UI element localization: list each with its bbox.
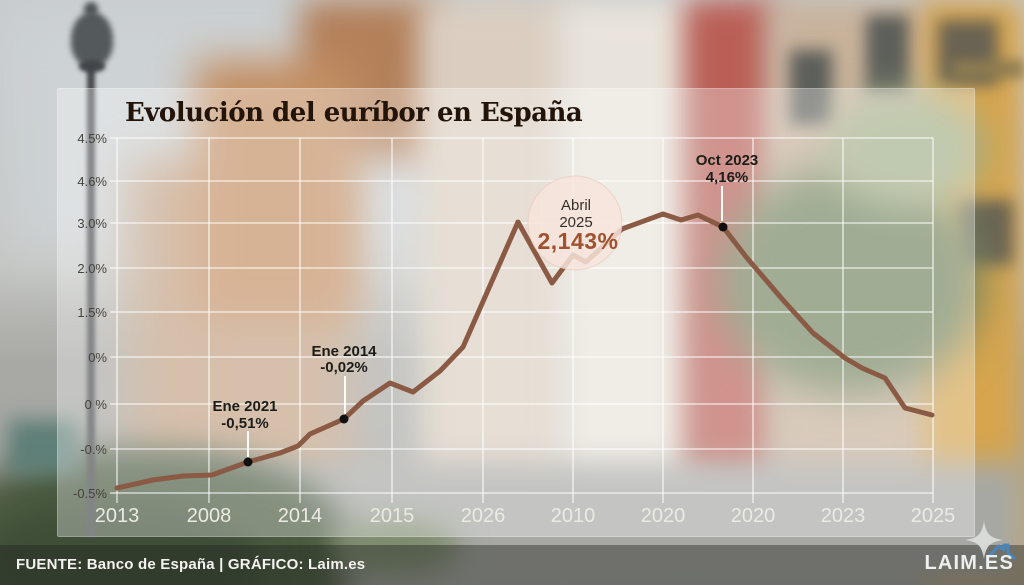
grid-layer — [110, 137, 934, 503]
annotation-value-label: 4,16% — [706, 169, 749, 186]
y-axis-tick-label: 4.5% — [77, 131, 107, 146]
annotation-layer: Ene 2021-0,51% Ene 2014-0,02% Oct 20234,16… — [212, 152, 758, 467]
euribor-series-line — [114, 211, 935, 491]
annotation-value-label: -0,51% — [221, 415, 269, 432]
chart-title: Evolución del euríbor en España — [125, 98, 583, 128]
x-axis-tick-label: 2025 — [911, 505, 956, 527]
x-axis-tick-label: 2020 — [641, 505, 686, 527]
y-axis-tick-label: 0 % — [85, 397, 108, 412]
x-axis-tick-label: 2015 — [370, 505, 415, 527]
bg-palm-tree — [826, 92, 986, 207]
highlight-month-label: Abril — [561, 197, 591, 214]
x-axis-tick-label: 2023 — [821, 505, 866, 527]
annotation-marker-dot — [243, 457, 253, 467]
highlight-value-label: 2,143% — [537, 228, 618, 254]
street-lamp-head — [71, 12, 113, 66]
x-axis-tick-label: 2013 — [95, 505, 140, 527]
y-axis-tick-label: 1.5% — [77, 305, 107, 320]
annotation-marker-dot — [718, 222, 728, 232]
y-axis-tick-label: 2.0% — [77, 261, 107, 276]
annotation-date-label: Oct 2023 — [696, 152, 759, 169]
annotation-date-label: Ene 2021 — [212, 398, 277, 415]
highlight-year-label: 2025 — [559, 214, 592, 231]
street-lamp-pole — [87, 52, 95, 538]
y-axis-tick-label: -0.5% — [73, 486, 107, 501]
bg-balcony — [952, 60, 1024, 78]
house-roof-icon — [986, 543, 1016, 560]
annotation-value-label: -0,02% — [320, 359, 368, 376]
axis-label-layer: 2013 2008 2014 2015 2026 2010 2020 2020 2023 2025… — [73, 131, 955, 527]
x-axis-tick-label: 2026 — [461, 505, 506, 527]
x-axis-tick-label: 2020 — [731, 505, 776, 527]
bg-window — [866, 15, 910, 95]
y-axis-tick-label: 3.0% — [77, 216, 107, 231]
source-credit: FUENTE: Banco de España | GRÁFICO: Laim.… — [16, 556, 366, 573]
laim-logo-mark — [965, 521, 1016, 560]
y-axis-tick-label: 4.6% — [77, 174, 107, 189]
y-axis-tick-label: 0% — [88, 350, 107, 365]
footer-band — [0, 545, 1024, 585]
logo-text: LAIM.ES — [924, 552, 1014, 574]
highlight-circle — [527, 175, 623, 271]
x-axis-tick-label: 2008 — [187, 505, 232, 527]
annotation-date-label: Ene 2014 — [311, 343, 377, 360]
sparkle-icon — [965, 521, 1003, 559]
street-lamp-collar — [79, 60, 105, 72]
bg-window — [790, 50, 832, 125]
annotation-marker-dot — [339, 414, 349, 424]
bg-bush — [330, 520, 460, 575]
x-axis-tick-label: 2014 — [278, 505, 323, 527]
bg-building-orange — [195, 60, 355, 320]
x-axis-tick-label: 2010 — [551, 505, 596, 527]
bg-bush — [8, 420, 78, 475]
street-lamp-finial — [84, 2, 98, 16]
bg-tree — [0, 505, 260, 585]
y-axis-tick-label: -0.% — [80, 442, 107, 457]
